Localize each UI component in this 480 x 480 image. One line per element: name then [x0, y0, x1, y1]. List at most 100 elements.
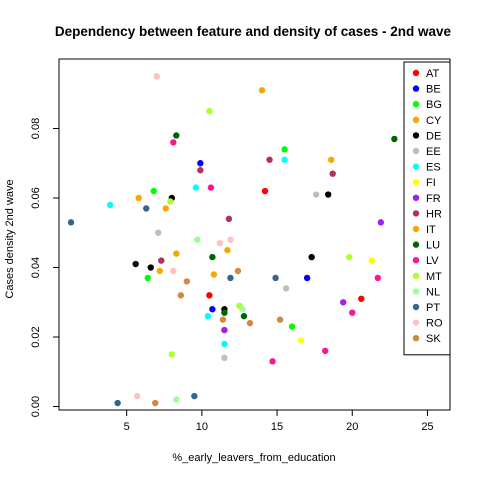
point-es: [204, 312, 212, 320]
point-mt: [168, 351, 175, 358]
legend-marker-es: [412, 163, 420, 170]
x-tick-label: 20: [346, 421, 358, 433]
point-bg: [144, 274, 151, 282]
legend-label-mt: MT: [426, 271, 442, 283]
point-be: [209, 306, 216, 313]
point-bg: [150, 187, 157, 195]
point-ee: [312, 191, 320, 198]
point-fi: [368, 257, 375, 264]
legend-marker-pt: [412, 303, 420, 311]
point-es: [221, 340, 228, 348]
point-ro: [170, 267, 177, 275]
point-pt: [114, 399, 121, 407]
point-ro: [216, 239, 224, 247]
y-tick-label: 0.04: [30, 257, 42, 278]
point-lv: [349, 309, 356, 316]
point-es: [106, 201, 114, 209]
point-cy: [327, 156, 335, 163]
point-hr: [158, 257, 165, 264]
point-es: [281, 156, 288, 163]
point-lu: [209, 253, 216, 261]
point-ro: [134, 392, 141, 400]
x-tick-label: 15: [271, 421, 283, 433]
legend-marker-nl: [412, 288, 420, 295]
legend-label-fr: FR: [426, 193, 441, 205]
point-sk: [234, 267, 242, 275]
legend-marker-ee: [412, 147, 420, 155]
legend-marker-lu: [412, 241, 420, 248]
point-hr: [225, 215, 233, 223]
y-axis-label: Cases density 2nd wave: [4, 179, 16, 298]
point-pt: [67, 219, 75, 226]
legend-label-hr: HR: [426, 208, 442, 220]
x-tick-label: 10: [196, 421, 208, 433]
legend-label-nl: NL: [426, 286, 440, 298]
point-de: [324, 191, 332, 198]
y-tick-label: 0.00: [30, 396, 42, 417]
point-ee: [155, 229, 162, 236]
legend-label-it: IT: [426, 224, 436, 236]
point-fr: [340, 299, 347, 306]
point-ro: [153, 73, 160, 80]
legend-marker-sk: [412, 335, 420, 342]
point-lv: [374, 274, 382, 282]
point-hr: [329, 170, 336, 177]
point-it: [224, 246, 231, 254]
x-tick-label: 25: [421, 421, 433, 433]
point-sk: [246, 319, 254, 327]
point-sk: [152, 399, 159, 407]
legend-marker-ro: [412, 319, 420, 326]
point-mt: [206, 107, 213, 115]
point-lu: [240, 312, 248, 320]
point-de: [308, 253, 315, 261]
legend-marker-hr: [412, 210, 420, 217]
legend-marker-lv: [412, 257, 420, 264]
legend-label-ee: EE: [426, 146, 441, 158]
legend-label-sk: SK: [426, 333, 441, 345]
point-fr: [377, 219, 385, 226]
point-at: [206, 292, 213, 299]
point-lu: [221, 309, 228, 316]
legend-marker-fi: [412, 179, 420, 186]
point-ro: [227, 236, 234, 243]
legend-label-lu: LU: [426, 240, 440, 252]
plot-area-frame: [58, 58, 451, 411]
point-pt: [143, 205, 150, 212]
point-it: [156, 267, 163, 275]
x-axis-label: %_early_leavers_from_education: [172, 452, 335, 464]
point-lv: [269, 358, 276, 365]
point-de: [132, 260, 139, 268]
point-ee: [282, 285, 290, 292]
point-lv: [170, 139, 177, 146]
point-be: [197, 160, 204, 167]
legend-label-bg: BG: [426, 99, 442, 111]
y-tick-label: 0.06: [30, 187, 42, 208]
legend-marker-at: [412, 69, 420, 77]
data-points: [67, 73, 398, 407]
point-fr: [221, 326, 228, 334]
legend-label-lv: LV: [426, 255, 439, 267]
point-nl: [173, 396, 180, 403]
point-at: [261, 187, 269, 195]
x-tick-label: 5: [124, 421, 130, 433]
legend-label-de: DE: [426, 130, 441, 142]
point-pt: [227, 274, 234, 282]
point-lv: [321, 347, 329, 355]
legend-marker-de: [412, 132, 420, 139]
y-tick-label: 0.08: [30, 118, 42, 139]
point-cy: [135, 194, 142, 202]
point-bg: [281, 146, 288, 153]
point-sk: [177, 292, 185, 299]
legend-marker-bg: [412, 101, 420, 108]
legend-label-at: AT: [426, 68, 440, 80]
legend-label-pt: PT: [426, 302, 440, 314]
legend: AT BE BG CY DE EE ES FI FR HR IT LU LV MT NL PT RO SK: [403, 61, 451, 356]
legend-marker-be: [412, 85, 420, 92]
point-bg: [288, 323, 296, 330]
point-fi: [297, 337, 305, 344]
legend-label-cy: CY: [426, 115, 442, 127]
legend-label-fi: FI: [426, 177, 436, 189]
x-axis: 5 10 15 20 25: [124, 410, 434, 433]
legend-label-be: BE: [426, 84, 441, 96]
